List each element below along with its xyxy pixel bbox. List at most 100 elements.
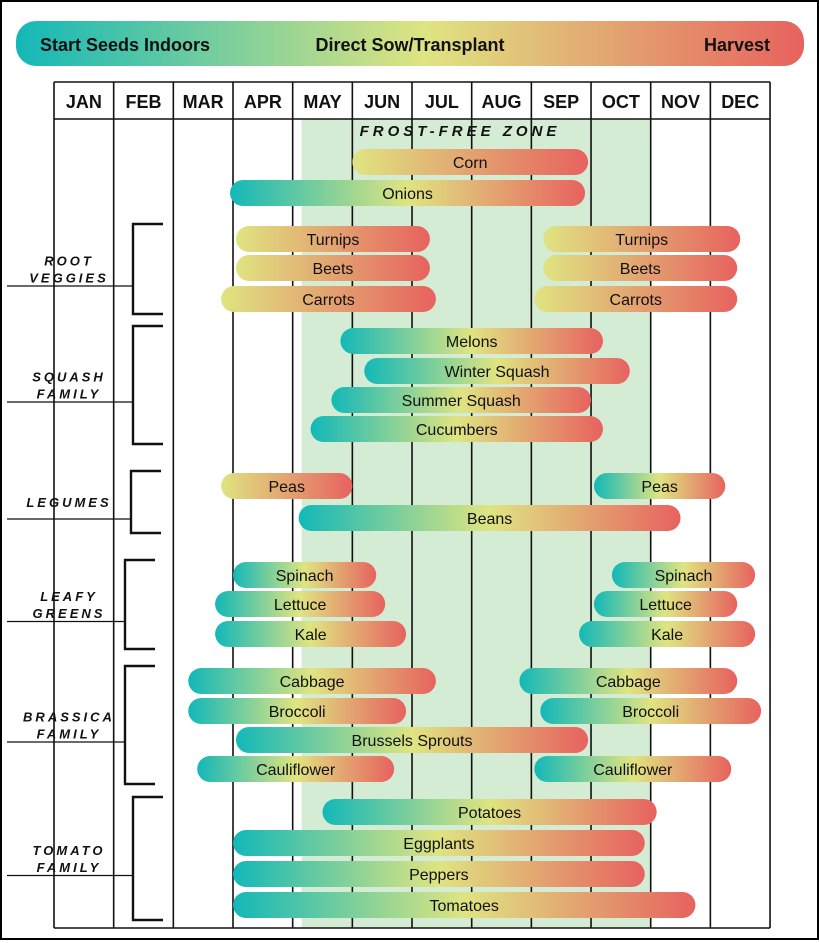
bar-shape: [188, 698, 407, 724]
bar-label: Potatoes: [458, 805, 521, 822]
bar-cucumbers: Cucumbers: [310, 416, 603, 442]
bar-label: Kale: [651, 627, 683, 644]
bar-label: Winter Squash: [445, 364, 550, 381]
bar-shape: [215, 591, 386, 617]
month-label-feb: FEB: [126, 92, 162, 112]
bar-shape: [364, 358, 630, 384]
month-label-dec: DEC: [721, 92, 759, 112]
bar-cabbage: Cabbage: [188, 668, 436, 694]
group-tomato-family: TOMATO FAMILY: [7, 795, 163, 922]
bar-carrots: Carrots: [534, 286, 738, 312]
bar-broccoli: Broccoli: [540, 698, 762, 724]
bar-label: Lettuce: [274, 597, 327, 614]
bar-onions: Onions: [230, 180, 586, 206]
bar-shape: [579, 621, 756, 647]
month-label-oct: OCT: [602, 92, 640, 112]
bar-shape: [233, 861, 645, 887]
month-label-jun: JUN: [364, 92, 400, 112]
bar-label: Spinach: [655, 568, 713, 585]
group-label-line: BRASSICA: [23, 710, 115, 725]
bar-shape: [534, 756, 732, 782]
bar-peppers: Peppers: [233, 861, 645, 887]
bar-label: Cauliflower: [593, 762, 673, 779]
bar-label: Brussels Sprouts: [352, 733, 473, 750]
bar-beans: Beans: [298, 505, 681, 531]
bar-label: Turnips: [615, 232, 668, 249]
bar-brussels-sprouts: Brussels Sprouts: [235, 727, 589, 753]
month-label-mar: MAR: [183, 92, 224, 112]
bar-beets: Beets: [543, 255, 738, 281]
bar-shape: [611, 562, 756, 588]
bar-shape: [594, 473, 726, 499]
group-label-line: LEGUMES: [26, 495, 111, 510]
month-label-jul: JUL: [425, 92, 459, 112]
bar-shape: [298, 505, 681, 531]
bar-label: Onions: [382, 186, 433, 203]
bar-label: Carrots: [302, 292, 354, 309]
bar-broccoli: Broccoli: [188, 698, 407, 724]
bar-shape: [235, 226, 430, 252]
bar-shape: [233, 892, 696, 918]
bar-cabbage: Cabbage: [519, 668, 738, 694]
bar-shape: [221, 473, 353, 499]
group-bracket: [129, 469, 161, 535]
bar-label: Peas: [268, 479, 304, 496]
bar-shape: [340, 328, 603, 354]
bar-label: Kale: [295, 627, 327, 644]
bar-turnips: Turnips: [543, 226, 741, 252]
bar-label: Spinach: [276, 568, 334, 585]
bar-corn: Corn: [352, 149, 589, 175]
bar-label: Cucumbers: [416, 422, 498, 439]
bar-winter-squash: Winter Squash: [364, 358, 630, 384]
bar-label: Carrots: [610, 292, 662, 309]
bar-shape: [352, 149, 589, 175]
bar-shape: [235, 255, 430, 281]
bar-label: Tomatoes: [430, 898, 499, 915]
bar-label: Beans: [467, 511, 512, 528]
bar-shape: [331, 387, 592, 413]
month-label-nov: NOV: [661, 92, 700, 112]
bar-eggplants: Eggplants: [233, 830, 645, 856]
bar-tomatoes: Tomatoes: [233, 892, 696, 918]
bar-label: Lettuce: [639, 597, 692, 614]
group-label-line: FAMILY: [37, 727, 102, 742]
bar-carrots: Carrots: [221, 286, 436, 312]
group-bracket: [123, 558, 155, 651]
group-label-line: GREENS: [33, 606, 106, 621]
group-bracket: [131, 324, 163, 446]
bar-spinach: Spinach: [233, 562, 377, 588]
month-label-apr: APR: [244, 92, 282, 112]
group-label-line: FAMILY: [37, 387, 102, 402]
bar-potatoes: Potatoes: [322, 799, 657, 825]
bar-summer-squash: Summer Squash: [331, 387, 592, 413]
group-squash-family: SQUASH FAMILY: [7, 324, 163, 446]
legend-direct-label: Direct Sow/Transplant: [315, 35, 504, 55]
bar-shape: [233, 562, 377, 588]
bar-shape: [215, 621, 407, 647]
group-label-line: VEGGIES: [29, 271, 109, 286]
month-label-aug: AUG: [482, 92, 522, 112]
month-label-jan: JAN: [66, 92, 102, 112]
bar-label: Beets: [620, 261, 661, 278]
bar-shape: [310, 416, 603, 442]
bar-shape: [235, 727, 589, 753]
legend-harvest-label: Harvest: [704, 35, 770, 55]
bar-shape: [540, 698, 762, 724]
bar-shape: [233, 830, 645, 856]
month-label-sep: SEP: [543, 92, 579, 112]
bar-label: Peas: [641, 479, 677, 496]
bar-turnips: Turnips: [235, 226, 430, 252]
bar-shape: [594, 591, 738, 617]
month-label-may: MAY: [303, 92, 341, 112]
bar-label: Broccoli: [622, 704, 679, 721]
bar-label: Summer Squash: [402, 393, 521, 410]
bar-label: Eggplants: [403, 836, 474, 853]
bar-lettuce: Lettuce: [215, 591, 386, 617]
group-label-line: SQUASH: [32, 370, 106, 385]
bar-label: Corn: [453, 155, 488, 172]
group-bracket: [123, 664, 155, 786]
bar-peas: Peas: [594, 473, 726, 499]
bar-label: Broccoli: [269, 704, 326, 721]
